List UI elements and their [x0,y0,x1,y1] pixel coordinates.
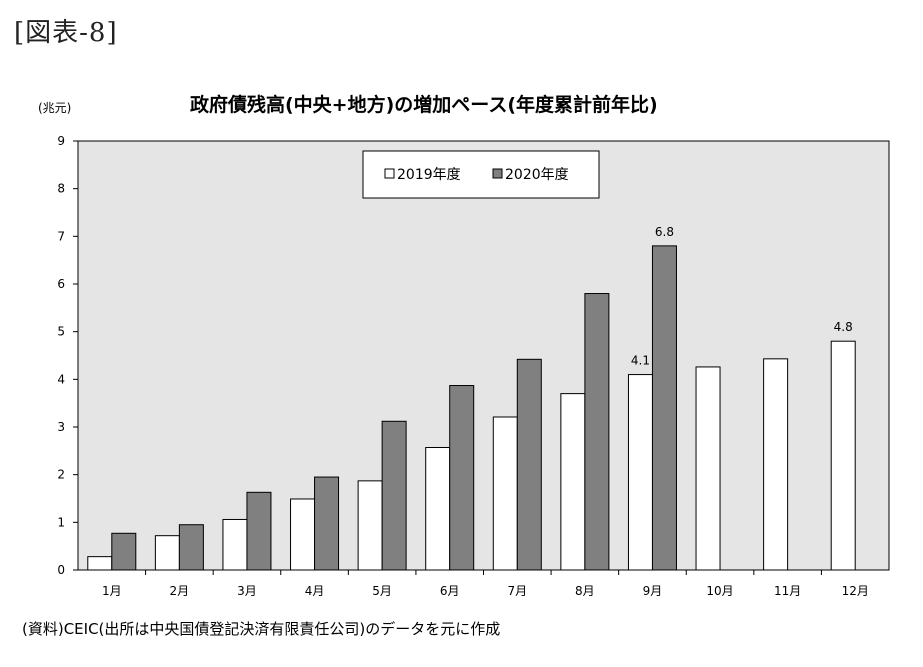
bar-2019 [425,446,451,571]
figure-label: [図表-8] [14,18,118,48]
chart-title: 政府債残高(中央+地方)の増加ペース(年度累計前年比) [190,94,658,116]
bar-2019 [492,416,518,571]
y-tick-label: 4 [57,372,65,386]
x-tick-label: 6月 [440,584,460,598]
source-note: (資料)CEIC(出所は中央国債登記決済有限責任公司)のデータを元に作成 [22,620,501,638]
y-tick-label: 2 [57,468,65,482]
y-tick-label: 7 [57,229,65,243]
bar-2020 [111,532,137,571]
x-tick-label: 11月 [774,584,801,598]
bar-2020 [246,491,272,571]
x-tick-label: 5月 [372,584,392,598]
bar-2019 [154,535,180,571]
legend-label: 2019年度 [397,167,461,183]
bar-2019 [357,480,383,571]
y-tick-label: 9 [57,134,65,148]
bar-2020 [516,358,542,571]
bar-2019 [695,366,721,571]
x-tick-label: 8月 [575,584,595,598]
y-tick-label: 3 [57,420,65,434]
bar-2019 [627,374,653,571]
y-unit-label: (兆元) [38,101,72,115]
bar-2019 [830,340,856,571]
bar-2020 [449,385,475,571]
bar-2019 [290,498,316,571]
bar-2019 [222,518,248,571]
legend-label: 2020年度 [505,167,569,183]
x-tick-label: 7月 [507,584,527,598]
bar-2020 [178,524,204,571]
x-tick-label: 12月 [842,584,869,598]
x-tick-label: 2月 [170,584,190,598]
legend-swatch [384,168,395,179]
x-tick-label: 1月 [102,584,122,598]
y-tick-label: 5 [57,325,65,339]
data-label: 4.8 [834,320,853,334]
bar-2020 [584,293,610,571]
bar-2019 [763,358,789,571]
x-tick-label: 4月 [305,584,325,598]
data-label: 4.1 [631,354,650,368]
y-tick-label: 6 [57,277,65,291]
bar-2020 [381,420,407,571]
y-tick-label: 8 [57,182,65,196]
x-tick-label: 10月 [706,584,733,598]
x-tick-label: 9月 [643,584,663,598]
x-tick-label: 3月 [237,584,257,598]
plot-area [77,140,890,571]
y-tick-label: 0 [57,563,65,577]
bar-2020 [314,476,340,571]
legend-box [362,150,600,199]
legend-swatch [492,168,503,179]
data-label: 6.8 [655,225,674,239]
bar-2020 [651,245,677,571]
bar-2019 [87,556,113,571]
bar-2019 [560,393,586,571]
y-tick-label: 1 [57,515,65,529]
